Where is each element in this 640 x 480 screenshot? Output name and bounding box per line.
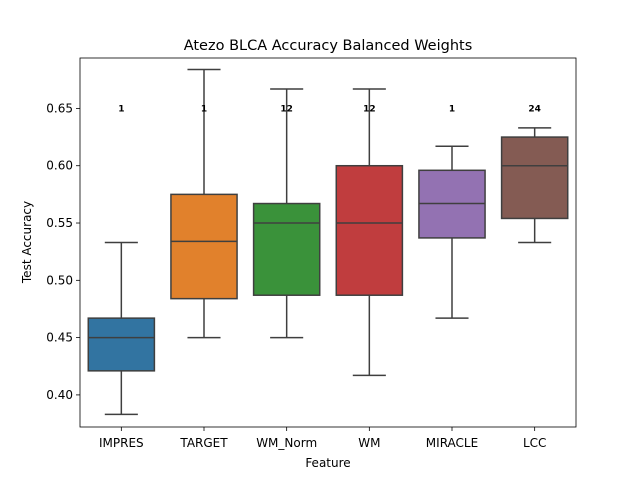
box-body — [500, 136, 569, 220]
annotations-group: 1 1 12 12 1 24 — [118, 104, 541, 114]
box-wm — [335, 88, 404, 377]
box-body — [170, 193, 238, 300]
chart-title: Atezo BLCA Accuracy Balanced Weights — [184, 38, 473, 54]
box-lcc — [500, 127, 569, 244]
plot-area — [79, 57, 577, 428]
y-tick-label: 0.50 — [46, 273, 73, 287]
box-impres — [87, 241, 156, 416]
x-tick-label: WM_Norm — [256, 436, 317, 450]
y-tick-label: 0.55 — [46, 216, 73, 230]
y-tick-label: 0.45 — [46, 331, 73, 345]
x-tick-label: MIRACLE — [426, 436, 478, 450]
count-annotation: 1 — [449, 104, 455, 114]
y-axis: 0.40 0.45 0.50 0.55 0.60 0.65 — [46, 101, 80, 402]
count-annotation: 24 — [528, 104, 541, 114]
box-body — [252, 202, 321, 296]
box-body — [335, 164, 404, 296]
x-tick-label: IMPRES — [99, 436, 144, 450]
x-tick-label: LCC — [523, 436, 546, 450]
count-annotation: 12 — [280, 104, 293, 114]
x-tick-label: WM — [358, 436, 380, 450]
x-axis-label: Feature — [305, 456, 350, 470]
y-axis-label: Test Accuracy — [20, 201, 34, 284]
box-body — [87, 317, 156, 372]
boxes-group — [87, 68, 569, 416]
box-wm-norm — [252, 88, 321, 339]
y-tick-label: 0.40 — [46, 388, 73, 402]
x-tick-label: TARGET — [179, 436, 228, 450]
y-tick-label: 0.60 — [46, 159, 73, 173]
count-annotation: 1 — [118, 104, 124, 114]
count-annotation: 12 — [363, 104, 376, 114]
count-annotation: 1 — [201, 104, 207, 114]
box-miracle — [418, 145, 486, 319]
x-axis: IMPRES TARGET WM_Norm WM MIRACLE LCC — [99, 427, 546, 450]
box-target — [170, 68, 238, 339]
y-tick-label: 0.65 — [46, 101, 73, 115]
